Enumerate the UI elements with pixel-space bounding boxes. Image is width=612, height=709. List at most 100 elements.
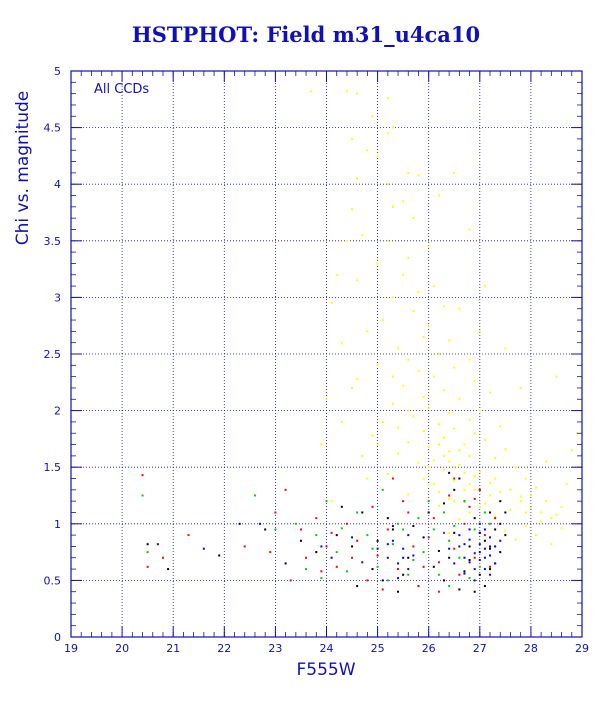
data-point xyxy=(320,545,323,548)
data-point xyxy=(330,302,333,305)
data-point xyxy=(427,445,430,448)
data-point xyxy=(310,90,313,93)
data-point xyxy=(381,588,384,591)
data-point xyxy=(407,511,410,514)
data-point xyxy=(407,493,410,496)
data-point xyxy=(504,448,507,451)
data-point xyxy=(397,568,400,571)
data-point xyxy=(468,559,471,562)
data-point xyxy=(443,511,446,514)
data-point xyxy=(284,488,287,491)
x-tick-label: 23 xyxy=(268,642,282,655)
data-point xyxy=(560,527,563,530)
data-point xyxy=(473,579,476,582)
data-point xyxy=(463,500,466,503)
data-point xyxy=(427,500,430,503)
data-point xyxy=(458,449,461,452)
data-point xyxy=(448,585,451,588)
data-point xyxy=(483,556,486,559)
data-point xyxy=(468,358,471,361)
data-point xyxy=(391,528,394,531)
data-point xyxy=(468,577,471,580)
data-point xyxy=(535,486,538,489)
data-point xyxy=(345,570,348,573)
data-point xyxy=(376,565,379,568)
data-point xyxy=(330,556,333,559)
data-point xyxy=(407,534,410,537)
data-point xyxy=(448,471,451,474)
data-point xyxy=(473,475,476,478)
data-point xyxy=(427,511,430,514)
x-tick-label: 26 xyxy=(422,642,436,655)
data-point xyxy=(417,290,420,293)
data-point xyxy=(407,441,410,444)
data-point xyxy=(366,330,369,333)
data-point xyxy=(407,573,410,576)
data-point xyxy=(509,509,512,512)
data-point xyxy=(443,579,446,582)
data-point xyxy=(483,285,486,288)
data-point xyxy=(468,418,471,421)
data-point xyxy=(473,497,476,500)
data-point xyxy=(376,539,379,542)
data-point xyxy=(489,573,492,576)
data-point xyxy=(427,407,430,410)
data-point xyxy=(202,547,205,550)
data-point xyxy=(473,552,476,555)
x-tick-label: 22 xyxy=(217,642,231,655)
data-point xyxy=(437,561,440,564)
data-point xyxy=(463,488,466,491)
data-point xyxy=(494,517,497,520)
data-point xyxy=(489,482,492,485)
data-point xyxy=(468,454,471,457)
data-point xyxy=(524,477,527,480)
data-point xyxy=(161,556,164,559)
data-point xyxy=(335,534,338,537)
data-point xyxy=(289,579,292,582)
data-point xyxy=(468,228,471,231)
data-point xyxy=(458,463,461,466)
data-point xyxy=(376,364,379,367)
data-point xyxy=(432,285,435,288)
data-point xyxy=(483,568,486,571)
data-point xyxy=(478,409,481,412)
data-point xyxy=(253,494,256,497)
data-point xyxy=(432,528,435,531)
data-point xyxy=(489,554,492,557)
x-tick-label: 24 xyxy=(320,642,334,655)
data-point xyxy=(529,494,532,497)
axis-ticks xyxy=(70,70,583,638)
data-point xyxy=(397,347,400,350)
data-point xyxy=(524,511,527,514)
data-point xyxy=(483,534,486,537)
data-point xyxy=(218,554,221,557)
data-point xyxy=(478,522,481,525)
data-point xyxy=(473,556,476,559)
data-point xyxy=(407,256,410,259)
data-point xyxy=(371,505,374,508)
data-point xyxy=(402,528,405,531)
data-point xyxy=(366,579,369,582)
data-point xyxy=(443,436,446,439)
data-point xyxy=(315,534,318,537)
data-point xyxy=(407,171,410,174)
data-point xyxy=(453,525,456,528)
data-point xyxy=(371,568,374,571)
data-point xyxy=(391,543,394,546)
data-point xyxy=(545,460,548,463)
x-tick-label: 20 xyxy=(115,642,129,655)
y-tick-label: 3.5 xyxy=(44,235,62,248)
data-point xyxy=(391,539,394,542)
y-tick-label: 5 xyxy=(54,65,61,78)
data-point xyxy=(437,443,440,446)
data-point xyxy=(489,565,492,568)
data-point xyxy=(489,547,492,550)
data-point xyxy=(458,545,461,548)
chart-title: HSTPHOT: Field m31_u4ca10 xyxy=(131,22,481,47)
data-point xyxy=(432,565,435,568)
data-point xyxy=(473,590,476,593)
data-point xyxy=(391,402,394,405)
data-point xyxy=(443,531,446,534)
data-point xyxy=(499,425,502,428)
data-point xyxy=(483,502,486,505)
